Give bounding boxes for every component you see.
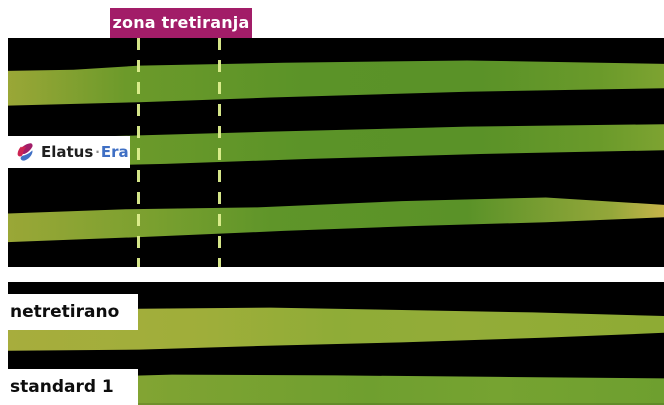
panel-separator — [0, 267, 664, 282]
treatment-zone-boundary-right — [218, 38, 221, 267]
elatus-era-wordmark: Elatus · Era — [41, 142, 129, 161]
treatment-zone-boundary-left — [137, 38, 140, 267]
treatment-zone-tag: zona tretiranja — [110, 8, 252, 38]
elatus-word: Elatus — [41, 142, 94, 161]
era-word: Era — [100, 142, 129, 161]
standard-label: standard 1 — [0, 369, 138, 405]
elatus-era-logo: Elatus · Era — [8, 136, 130, 168]
elatus-era-leaves-panel — [8, 38, 664, 267]
untreated-label: netretirano — [0, 294, 138, 330]
logo-separator: · — [95, 144, 100, 159]
treated-leaf-1 — [8, 60, 664, 106]
treated-leaf-3 — [8, 197, 664, 243]
elatus-era-logo-mark-icon — [17, 143, 33, 161]
